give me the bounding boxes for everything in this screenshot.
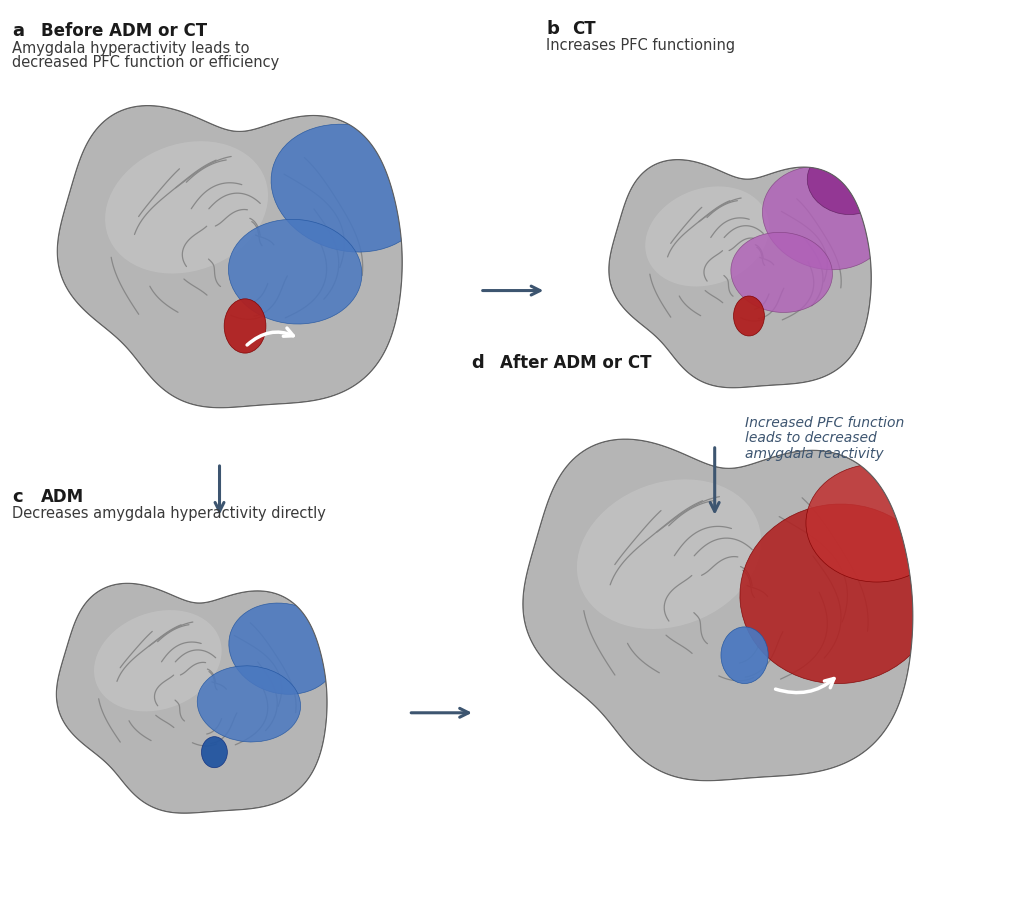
Ellipse shape: [105, 142, 268, 273]
Ellipse shape: [731, 232, 832, 312]
Ellipse shape: [733, 296, 765, 336]
Text: amygdala reactivity: amygdala reactivity: [745, 447, 884, 460]
Text: ADM: ADM: [41, 489, 84, 506]
Text: leads to decreased: leads to decreased: [745, 431, 877, 445]
Text: d: d: [472, 354, 484, 371]
Polygon shape: [56, 583, 327, 814]
Polygon shape: [61, 588, 332, 818]
Ellipse shape: [721, 627, 768, 684]
Text: b: b: [546, 20, 560, 37]
Polygon shape: [523, 439, 913, 781]
Ellipse shape: [272, 124, 428, 252]
Text: CT: CT: [572, 20, 595, 37]
Text: decreased PFC function or efficiency: decreased PFC function or efficiency: [12, 55, 280, 70]
Ellipse shape: [225, 299, 265, 353]
Text: Increases PFC functioning: Increases PFC functioning: [546, 38, 735, 53]
Text: Before ADM or CT: Before ADM or CT: [41, 23, 207, 40]
Ellipse shape: [806, 464, 947, 582]
Text: c: c: [12, 489, 22, 506]
Text: Decreases amygdala hyperactivity directly: Decreases amygdala hyperactivity directl…: [12, 507, 326, 521]
Ellipse shape: [201, 736, 228, 767]
Ellipse shape: [577, 479, 761, 629]
Text: After ADM or CT: After ADM or CT: [500, 354, 651, 371]
Ellipse shape: [808, 149, 887, 214]
Polygon shape: [530, 446, 920, 788]
Polygon shape: [57, 105, 402, 408]
Ellipse shape: [740, 504, 938, 684]
Ellipse shape: [763, 166, 888, 270]
Ellipse shape: [645, 186, 769, 286]
Polygon shape: [615, 165, 877, 393]
Ellipse shape: [229, 603, 338, 695]
Ellipse shape: [197, 666, 300, 742]
Polygon shape: [609, 160, 871, 388]
Polygon shape: [63, 112, 408, 414]
Ellipse shape: [229, 220, 361, 324]
Text: Amygdala hyperactivity leads to: Amygdala hyperactivity leads to: [12, 41, 250, 55]
Text: a: a: [12, 23, 25, 40]
Ellipse shape: [94, 610, 222, 711]
Text: Increased PFC function: Increased PFC function: [745, 416, 905, 429]
